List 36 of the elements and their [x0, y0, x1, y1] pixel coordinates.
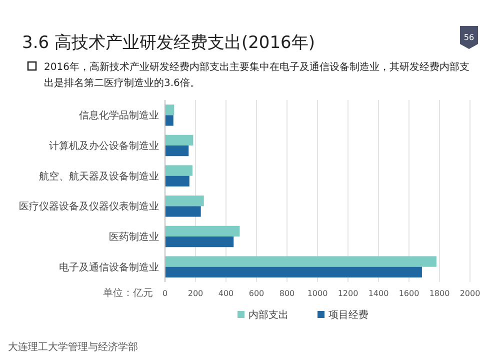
bar [165, 165, 192, 176]
x-tick-label: 2000 [460, 289, 480, 298]
text: 大连理工大学管理与经济学部 [8, 341, 138, 353]
legend-label: 内部支出 [248, 309, 288, 321]
y-tick-label: 信息化学品制造业 [79, 110, 159, 122]
x-tick-label: 800 [279, 289, 295, 298]
x-tick-label: 1200 [338, 289, 358, 298]
bar [165, 256, 436, 267]
text: 单位：亿元 [103, 287, 153, 299]
y-tick-label: 医疗仪器设备及仪器仪表制造业 [19, 200, 159, 213]
bar [165, 134, 194, 146]
y-tick-label: 电子及通信设备制造业 [59, 261, 159, 274]
y-tick-label: 医药制造业 [109, 231, 159, 243]
x-tick-label: 1400 [368, 289, 389, 298]
y-tick-label: 航空、航天器及设备制造业 [39, 170, 159, 182]
x-tick-label: 400 [218, 289, 234, 298]
x-tick-label: 1600 [398, 289, 420, 298]
y-tick-label: 计算机及办公设备制造业 [49, 140, 159, 152]
x-tick-label: 0 [162, 289, 168, 298]
bar [165, 206, 201, 217]
bar [165, 146, 189, 156]
x-tick-label: 1000 [307, 289, 328, 298]
bar [165, 236, 234, 248]
bar [165, 196, 204, 206]
chart-title: 3.6 高技术产业研发经费支出(2016年) [22, 33, 315, 53]
x-tick-label: 200 [188, 289, 204, 298]
bar [165, 176, 190, 186]
bar [165, 226, 240, 236]
bar [165, 115, 174, 126]
bar [165, 104, 174, 116]
text: 56 [464, 33, 474, 42]
x-tick-label: 1800 [429, 289, 450, 298]
bar [165, 266, 422, 278]
x-tick-label: 600 [248, 289, 264, 298]
chart-subtitle: 2016年，高新技术产业研发经费内部支出主要集中在电子及通信设备制造业，其研发经费内部支出是排名第二医疗制造业的3.6倍。 [44, 61, 470, 89]
legend-label: 项目经费 [328, 309, 368, 321]
